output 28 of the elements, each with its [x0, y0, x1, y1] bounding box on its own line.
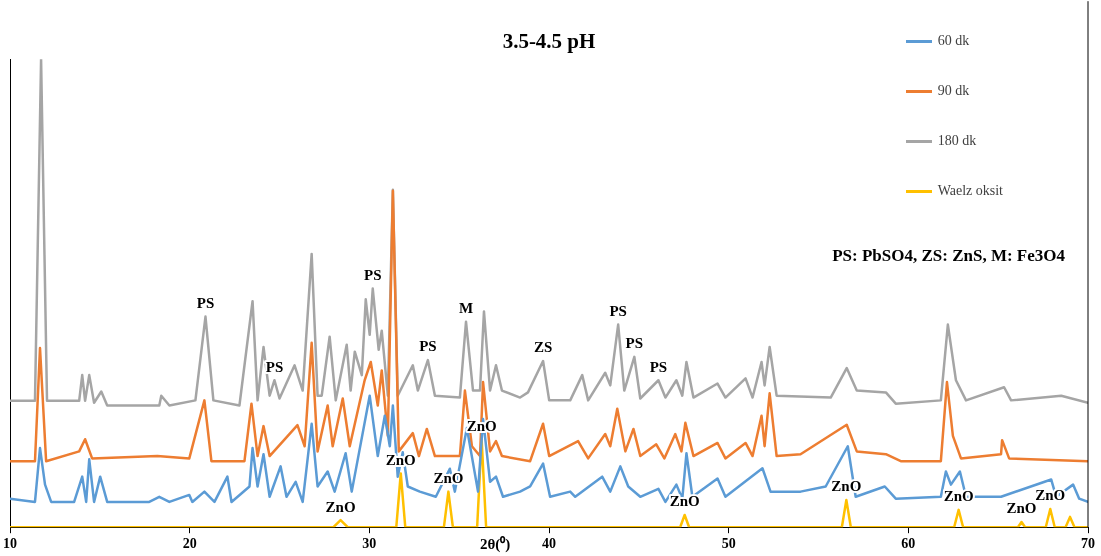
annotation: PS — [609, 302, 627, 319]
annotation: PS — [649, 358, 668, 375]
x-tick-label: 60 — [901, 536, 916, 552]
x-tick-label: 50 — [721, 536, 736, 552]
legend-label: 60 dk — [937, 33, 970, 49]
annotation: PS — [363, 266, 382, 283]
x-tick-label: 30 — [362, 536, 377, 552]
x-axis-title: 2θ(⁰) — [479, 535, 511, 554]
annotation: PS — [625, 335, 644, 352]
chart-title: 3.5-4.5 pH — [502, 29, 596, 54]
legend-label: 180 dk — [937, 133, 977, 149]
annotation: ZnO — [1035, 487, 1066, 504]
legend-label: Waelz oksit — [937, 183, 1003, 199]
annotation: ZnO — [1006, 500, 1037, 517]
annotation: ZnO — [943, 488, 974, 505]
x-tick-label: 40 — [542, 536, 556, 552]
annotation: PS — [265, 358, 284, 375]
annotation: PS: PbSO4, ZS: ZnS, M: Fe3O4 — [832, 246, 1065, 266]
annotation: ZnO — [669, 493, 700, 510]
annotation: ZnO — [325, 498, 356, 515]
x-tick-label: 70 — [1081, 536, 1095, 552]
annotation: PS — [419, 338, 437, 355]
x-tick-label: 20 — [182, 536, 197, 552]
annotation: M — [458, 300, 474, 317]
annotation: ZS — [533, 339, 553, 356]
annotation: PS — [196, 294, 215, 311]
legend-label: 90 dk — [937, 83, 970, 99]
x-tick-label: 10 — [3, 536, 17, 552]
